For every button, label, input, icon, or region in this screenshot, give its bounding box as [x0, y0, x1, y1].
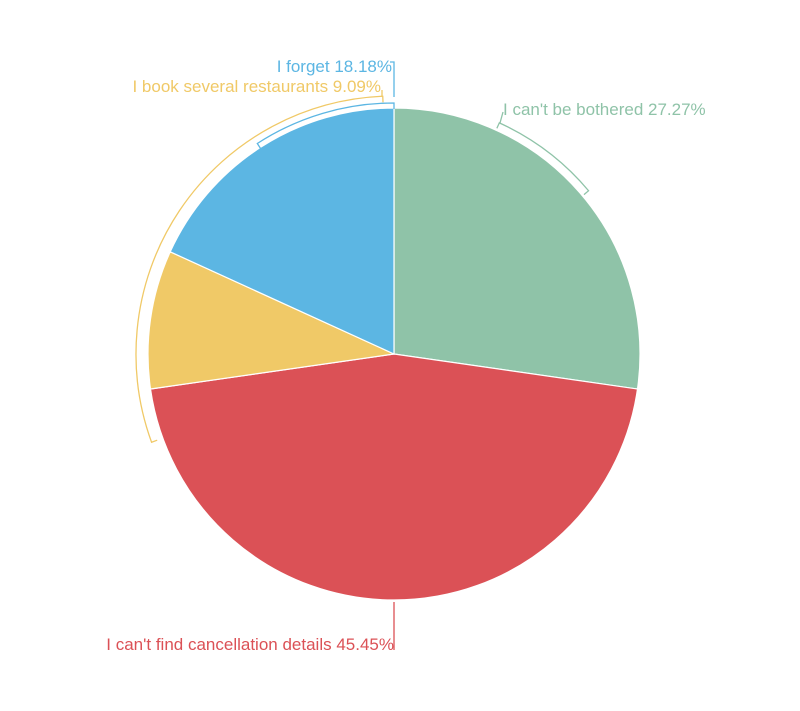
pie-slice[interactable] — [393, 107, 641, 390]
label-bracket — [496, 122, 590, 196]
pie-slice[interactable] — [169, 107, 395, 355]
slice-label: I can't find cancellation details 45.45% — [106, 635, 394, 654]
leader-line — [499, 111, 504, 124]
label-bracket — [135, 95, 384, 444]
slice-label: I book several restaurants 9.09% — [132, 77, 381, 96]
leader-line — [390, 61, 395, 97]
pie-slice[interactable] — [149, 353, 639, 601]
slice-label: I can't be bothered 27.27% — [503, 100, 706, 119]
slice-label: I forget 18.18% — [277, 57, 392, 76]
pie-slice[interactable] — [147, 251, 397, 390]
label-bracket — [256, 102, 395, 149]
